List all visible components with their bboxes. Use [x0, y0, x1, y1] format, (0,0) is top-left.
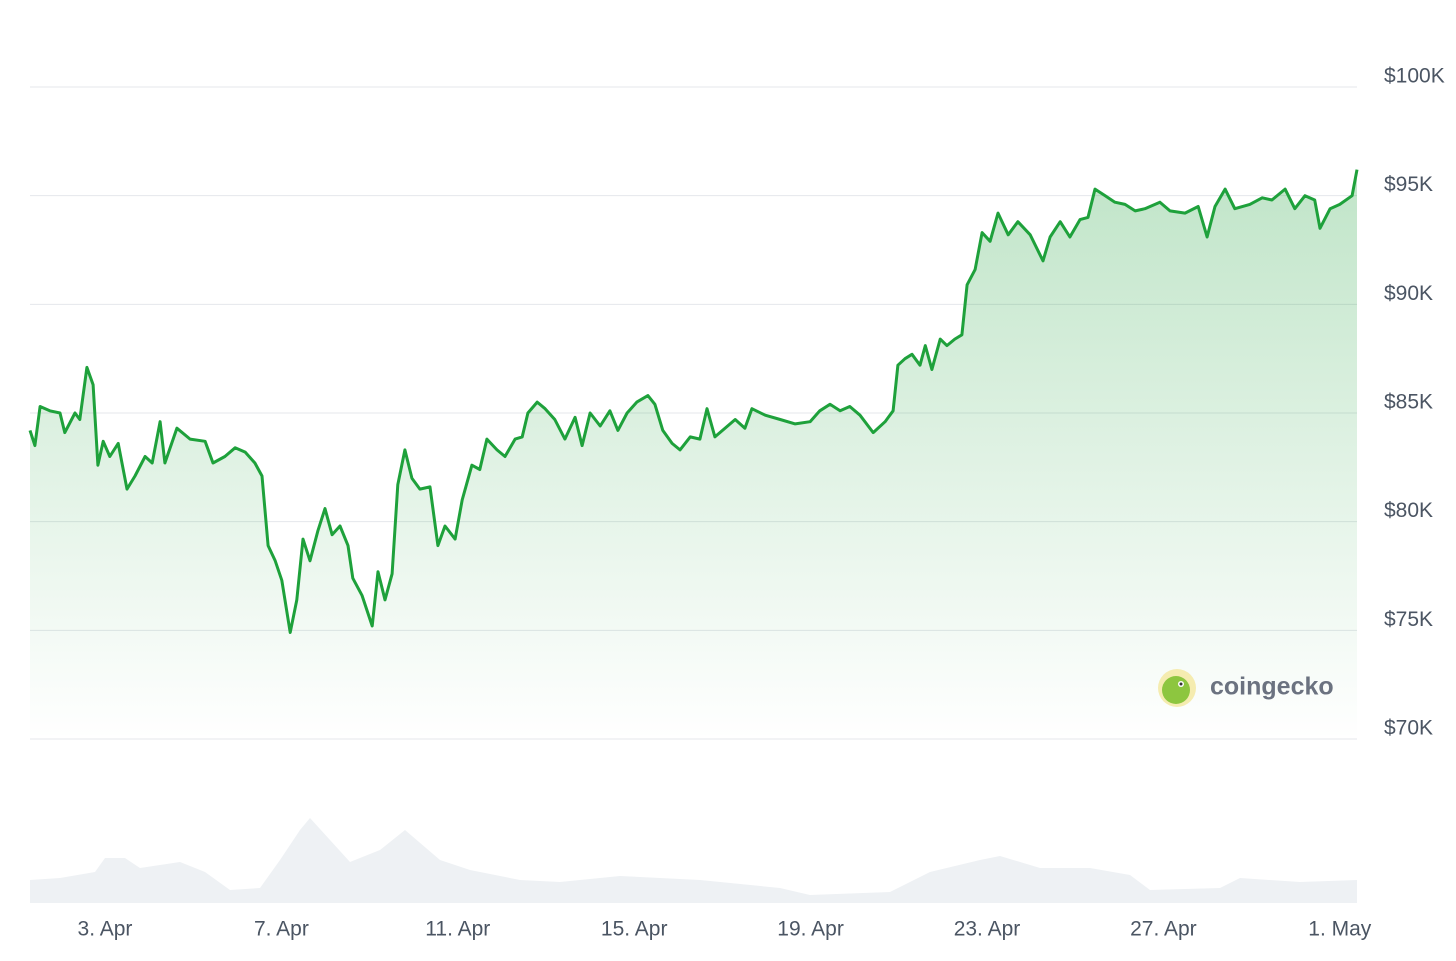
y-tick-label: $70K [1384, 717, 1433, 740]
x-tick-label: 15. Apr [601, 918, 668, 941]
x-tick-label: 19. Apr [777, 918, 844, 941]
volume-area [30, 818, 1357, 903]
y-tick-label: $75K [1384, 608, 1433, 631]
x-tick-label: 7. Apr [254, 918, 309, 941]
x-tick-label: 3. Apr [78, 918, 133, 941]
y-tick-label: $85K [1384, 391, 1433, 414]
watermark-logo [1158, 669, 1196, 707]
x-tick-label: 1. May [1308, 918, 1372, 941]
y-tick-label: $90K [1384, 282, 1433, 305]
x-tick-label: 27. Apr [1130, 918, 1197, 941]
x-tick-label: 11. Apr [425, 918, 490, 941]
y-tick-label: $95K [1384, 173, 1433, 196]
x-tick-label: 23. Apr [954, 918, 1021, 941]
y-tick-label: $80K [1384, 499, 1433, 522]
watermark: coingecko [1210, 673, 1334, 701]
price-line [28, 169, 1359, 634]
y-tick-label: $100K [1384, 65, 1445, 88]
